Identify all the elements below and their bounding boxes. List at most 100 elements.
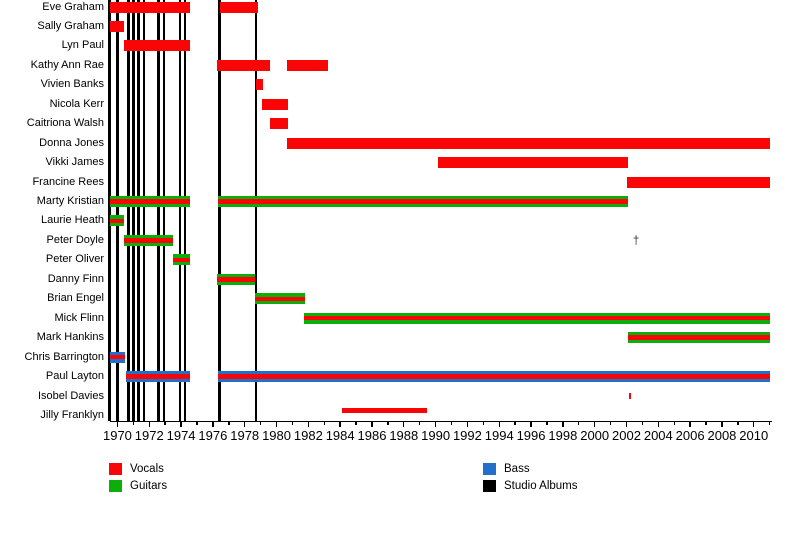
member-label: Francine Rees [32, 175, 104, 188]
x-axis-tick-label: 1996 [516, 427, 546, 443]
studio-album-line [254, 0, 258, 421]
member-label: Jilly Franklyn [40, 408, 104, 421]
member-label: Marty Kristian [36, 195, 104, 207]
member-period-bar [270, 118, 289, 130]
member-period-bar [216, 273, 256, 285]
member-period-bar [110, 1, 190, 13]
member-label: Peter Doyle [46, 233, 104, 246]
x-axis-major-tick [721, 422, 723, 428]
x-axis-major-tick [625, 422, 628, 428]
x-axis-major-tick [244, 422, 246, 428]
death-dagger-marker: † [632, 233, 640, 248]
vocals-stripe [216, 277, 256, 282]
x-axis-minor-tick [228, 422, 230, 426]
member-period-bar [286, 137, 770, 149]
member-period-bar [287, 59, 328, 71]
vocals-stripe [255, 296, 305, 301]
x-axis-tick-label: 1982 [293, 427, 323, 443]
studio-album-line [178, 0, 182, 421]
member-period-bar [220, 1, 258, 13]
member-period-bar [217, 371, 770, 383]
x-axis-tick-label: 1974 [166, 427, 196, 443]
x-axis-minor-tick [419, 422, 421, 426]
member-label: Mark Hankins [36, 331, 104, 344]
studio-album-line [162, 0, 166, 421]
legend-label: Studio Albums [504, 480, 578, 492]
x-axis-tick-label: 1988 [389, 427, 419, 443]
member-label: Peter Oliver [45, 253, 104, 266]
x-axis-minor-tick [641, 422, 644, 426]
x-axis-tick-label: 2006 [675, 427, 705, 443]
member-period-bar [627, 332, 770, 344]
vocals-stripe [123, 238, 173, 243]
vocals-stripe [110, 218, 124, 224]
x-axis-major-tick [180, 422, 182, 428]
x-axis-minor-tick [450, 422, 453, 426]
x-axis-minor-tick [737, 422, 739, 426]
vocals-stripe [218, 199, 628, 204]
x-axis-tick-label: 1980 [262, 427, 291, 443]
x-axis-tick-label: 1990 [421, 427, 451, 443]
member-label: Mick Flinn [54, 311, 104, 324]
x-axis-major-tick [148, 422, 150, 428]
studio-album-line [108, 0, 111, 421]
x-axis-major-tick [307, 422, 310, 428]
x-axis-minor-tick [768, 422, 771, 426]
member-label: Caitriona Walsh [26, 117, 104, 130]
x-axis-minor-tick [164, 422, 166, 426]
legend-swatch-studio-albums [483, 480, 496, 492]
x-axis-minor-tick [578, 422, 580, 426]
x-axis-major-tick [434, 422, 437, 428]
member-label: Vikki James [45, 156, 104, 169]
member-label: Isobel Davies [37, 389, 104, 402]
member-label: Laurie Heath [41, 214, 104, 227]
x-axis-minor-tick [323, 422, 325, 426]
member-label: Donna Jones [39, 136, 104, 149]
member-period-bar [123, 40, 190, 52]
x-axis-tick-label: 1998 [548, 427, 578, 443]
x-axis-major-tick [403, 422, 405, 428]
x-axis-minor-tick [673, 422, 675, 426]
member-period-bar [342, 408, 427, 413]
legend-label: Vocals [130, 462, 164, 475]
member-label: Danny Finn [47, 272, 104, 285]
x-axis-major-tick [562, 422, 564, 428]
member-label: Brian Engel [47, 292, 104, 305]
studio-album-line [126, 0, 130, 421]
studio-album-line [132, 0, 135, 421]
member-period-bar [172, 254, 190, 266]
x-axis-major-tick [339, 422, 341, 428]
x-axis-minor-tick [132, 422, 135, 426]
vocals-stripe [110, 199, 190, 204]
member-label: Eve Graham [42, 0, 104, 13]
x-axis-minor-tick [482, 422, 485, 426]
member-period-bar [217, 59, 270, 71]
x-axis-minor-tick [291, 422, 294, 426]
member-period-bar [255, 293, 305, 305]
member-period-bar [110, 196, 190, 207]
member-label: Sally Graham [37, 19, 104, 32]
member-period-bar [261, 98, 289, 110]
vocals-stripe [126, 374, 190, 379]
legend-label: Bass [504, 462, 530, 475]
x-axis-minor-tick [609, 422, 612, 426]
x-axis-major-tick [689, 422, 691, 428]
vocals-stripe [304, 315, 770, 321]
vocals-stripe [109, 354, 126, 360]
member-label: Kathy Ann Rae [30, 58, 104, 71]
member-label: Chris Barrington [24, 350, 104, 363]
x-axis-tick-label: 2002 [612, 427, 641, 443]
x-axis-tick-label: 2004 [643, 427, 673, 443]
legend-swatch-bass [483, 462, 496, 475]
vocals-stripe [172, 257, 190, 263]
x-axis-major-tick [466, 422, 469, 428]
vocals-stripe [217, 374, 770, 379]
x-axis-tick-label: 2010 [739, 427, 769, 443]
member-period-bar [110, 20, 124, 32]
x-axis-minor-tick [705, 422, 707, 426]
x-axis-minor-tick [387, 422, 389, 426]
studio-album-line [116, 0, 119, 421]
x-axis-line [109, 420, 773, 423]
member-label: Nicola Kerr [49, 97, 104, 110]
